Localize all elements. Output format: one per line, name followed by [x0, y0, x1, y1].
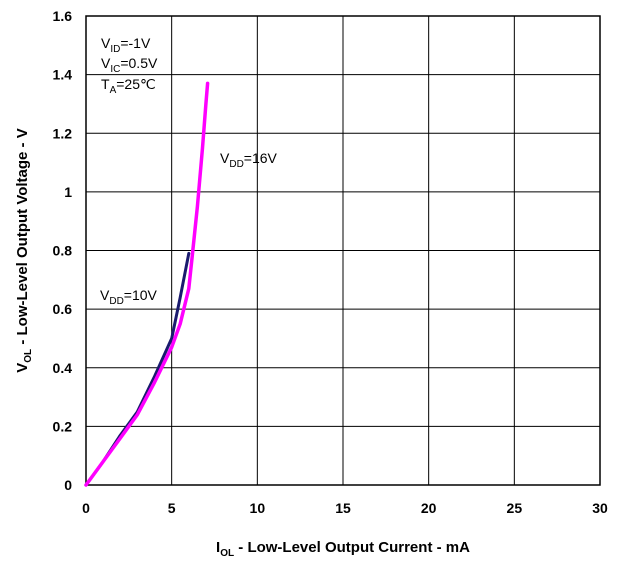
- condition-label: TA=25℃: [101, 76, 156, 96]
- x-tick-label: 0: [82, 500, 90, 516]
- series-label-vdd-16v: VDD=16V: [220, 150, 278, 170]
- grid-lines: [85, 15, 601, 486]
- x-tick-label: 10: [250, 500, 266, 516]
- condition-label: VIC=0.5V: [101, 55, 158, 75]
- y-tick-label: 0: [64, 477, 72, 493]
- x-tick-label: 5: [168, 500, 176, 516]
- y-tick-label: 1.4: [53, 67, 73, 83]
- plot-frame: [85, 15, 601, 486]
- y-tick-label: 1.6: [53, 8, 73, 24]
- series-label-vdd-10v: VDD=10V: [100, 287, 158, 307]
- y-tick-label: 1.2: [53, 125, 73, 141]
- y-tick-label: 0.4: [53, 360, 73, 376]
- condition-label: VID=-1V: [101, 35, 151, 55]
- x-tick-label: 25: [507, 500, 523, 516]
- x-axis-label: IOL - Low-Level Output Current - mA: [216, 539, 470, 559]
- y-tick-label: 0.8: [53, 243, 73, 259]
- y-tick-label: 0.2: [53, 418, 73, 434]
- x-tick-label: 30: [592, 500, 608, 516]
- x-tick-labels: 0 5 10 15 20 25 30: [82, 500, 608, 516]
- y-axis-label: VOL - Low-Level Output Voltage - V: [14, 128, 34, 372]
- y-tick-label: 0.6: [53, 301, 73, 317]
- x-tick-label: 15: [335, 500, 351, 516]
- y-tick-label: 1: [64, 184, 72, 200]
- x-tick-label: 20: [421, 500, 437, 516]
- series-line-vdd-16v: [84, 81, 210, 487]
- y-tick-labels: 0 0.2 0.4 0.6 0.8 1 1.2 1.4 1.6: [53, 8, 73, 493]
